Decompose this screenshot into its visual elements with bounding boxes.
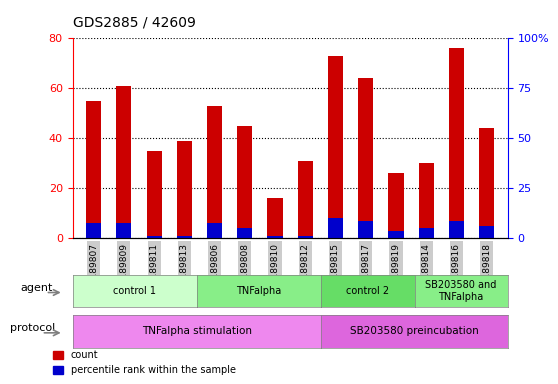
Bar bbox=[479, 128, 494, 238]
Bar bbox=[207, 223, 222, 238]
Bar bbox=[86, 223, 101, 238]
Bar bbox=[328, 218, 343, 238]
Text: control 1: control 1 bbox=[113, 286, 156, 296]
Text: SB203580 and
TNFalpha: SB203580 and TNFalpha bbox=[425, 280, 497, 302]
Bar bbox=[328, 56, 343, 238]
Text: control 2: control 2 bbox=[347, 286, 389, 296]
Bar bbox=[449, 48, 464, 238]
Bar bbox=[237, 126, 252, 238]
Bar bbox=[388, 230, 403, 238]
Bar bbox=[479, 226, 494, 238]
Bar bbox=[147, 235, 162, 238]
Bar bbox=[418, 228, 434, 238]
Bar bbox=[298, 235, 313, 238]
Bar bbox=[267, 198, 282, 238]
Bar bbox=[298, 161, 313, 238]
Bar bbox=[147, 151, 162, 238]
Bar bbox=[449, 220, 464, 238]
Bar bbox=[177, 235, 192, 238]
Text: agent: agent bbox=[21, 283, 53, 293]
Bar bbox=[358, 78, 373, 238]
Bar bbox=[207, 106, 222, 238]
Bar bbox=[86, 101, 101, 238]
Bar bbox=[237, 228, 252, 238]
Bar bbox=[177, 141, 192, 238]
Bar bbox=[117, 223, 132, 238]
Text: SB203580 preincubation: SB203580 preincubation bbox=[350, 326, 479, 336]
Bar bbox=[358, 220, 373, 238]
Bar bbox=[418, 163, 434, 238]
Text: TNFalpha stimulation: TNFalpha stimulation bbox=[142, 326, 252, 336]
Bar bbox=[267, 235, 282, 238]
Bar bbox=[388, 173, 403, 238]
Legend: count, percentile rank within the sample: count, percentile rank within the sample bbox=[50, 346, 240, 379]
Text: protocol: protocol bbox=[9, 323, 55, 333]
Text: TNFalpha: TNFalpha bbox=[237, 286, 282, 296]
Bar bbox=[117, 86, 132, 238]
Text: GDS2885 / 42609: GDS2885 / 42609 bbox=[73, 15, 195, 29]
